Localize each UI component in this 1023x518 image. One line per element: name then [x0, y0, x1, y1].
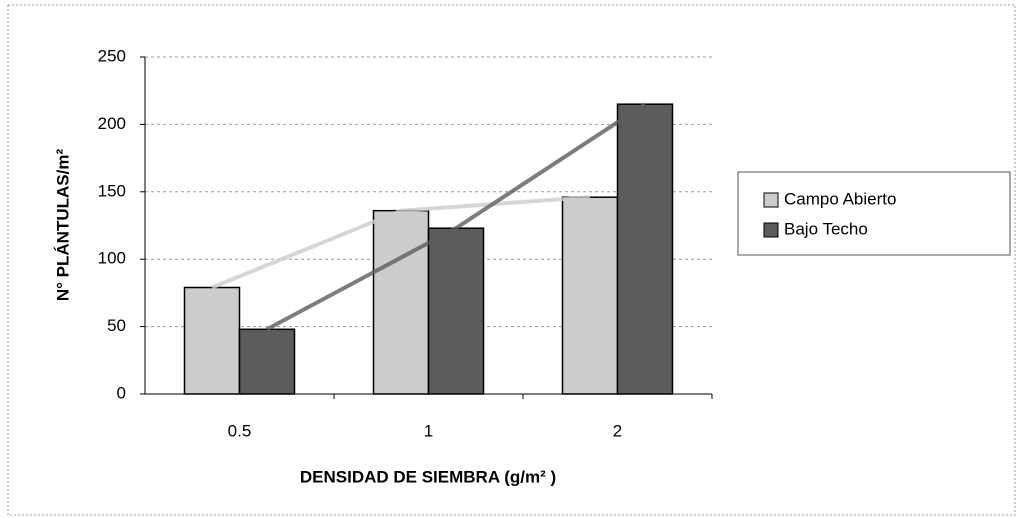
bar [183, 286, 241, 395]
x-axis-label: DENSIDAD DE SIEMBRA (g/m² ) [300, 467, 556, 486]
x-tick-label: 1 [424, 421, 433, 440]
legend-box [737, 171, 1011, 256]
bar [561, 196, 619, 395]
bar [427, 227, 485, 395]
legend-label: Bajo Techo [784, 219, 868, 238]
y-tick-label: 150 [98, 181, 126, 200]
x-tick-label: 2 [613, 421, 622, 440]
y-tick-label: 250 [98, 46, 126, 65]
y-axis-label: N° PLÁNTULAS/m² [53, 149, 72, 302]
bar [238, 328, 296, 395]
x-tick-label: 0.5 [228, 421, 252, 440]
trend-line [211, 195, 591, 290]
y-tick-label: 0 [117, 383, 126, 402]
chart-frame [7, 4, 1016, 516]
legend-swatch [763, 222, 779, 238]
trend-line [266, 102, 647, 332]
legend-label: Campo Abierto [784, 189, 896, 208]
legend-swatch [763, 192, 779, 208]
bar [616, 103, 674, 395]
y-tick-label: 100 [98, 249, 126, 268]
y-tick-label: 200 [98, 114, 126, 133]
y-tick-label: 50 [107, 316, 126, 335]
bar [372, 209, 430, 395]
